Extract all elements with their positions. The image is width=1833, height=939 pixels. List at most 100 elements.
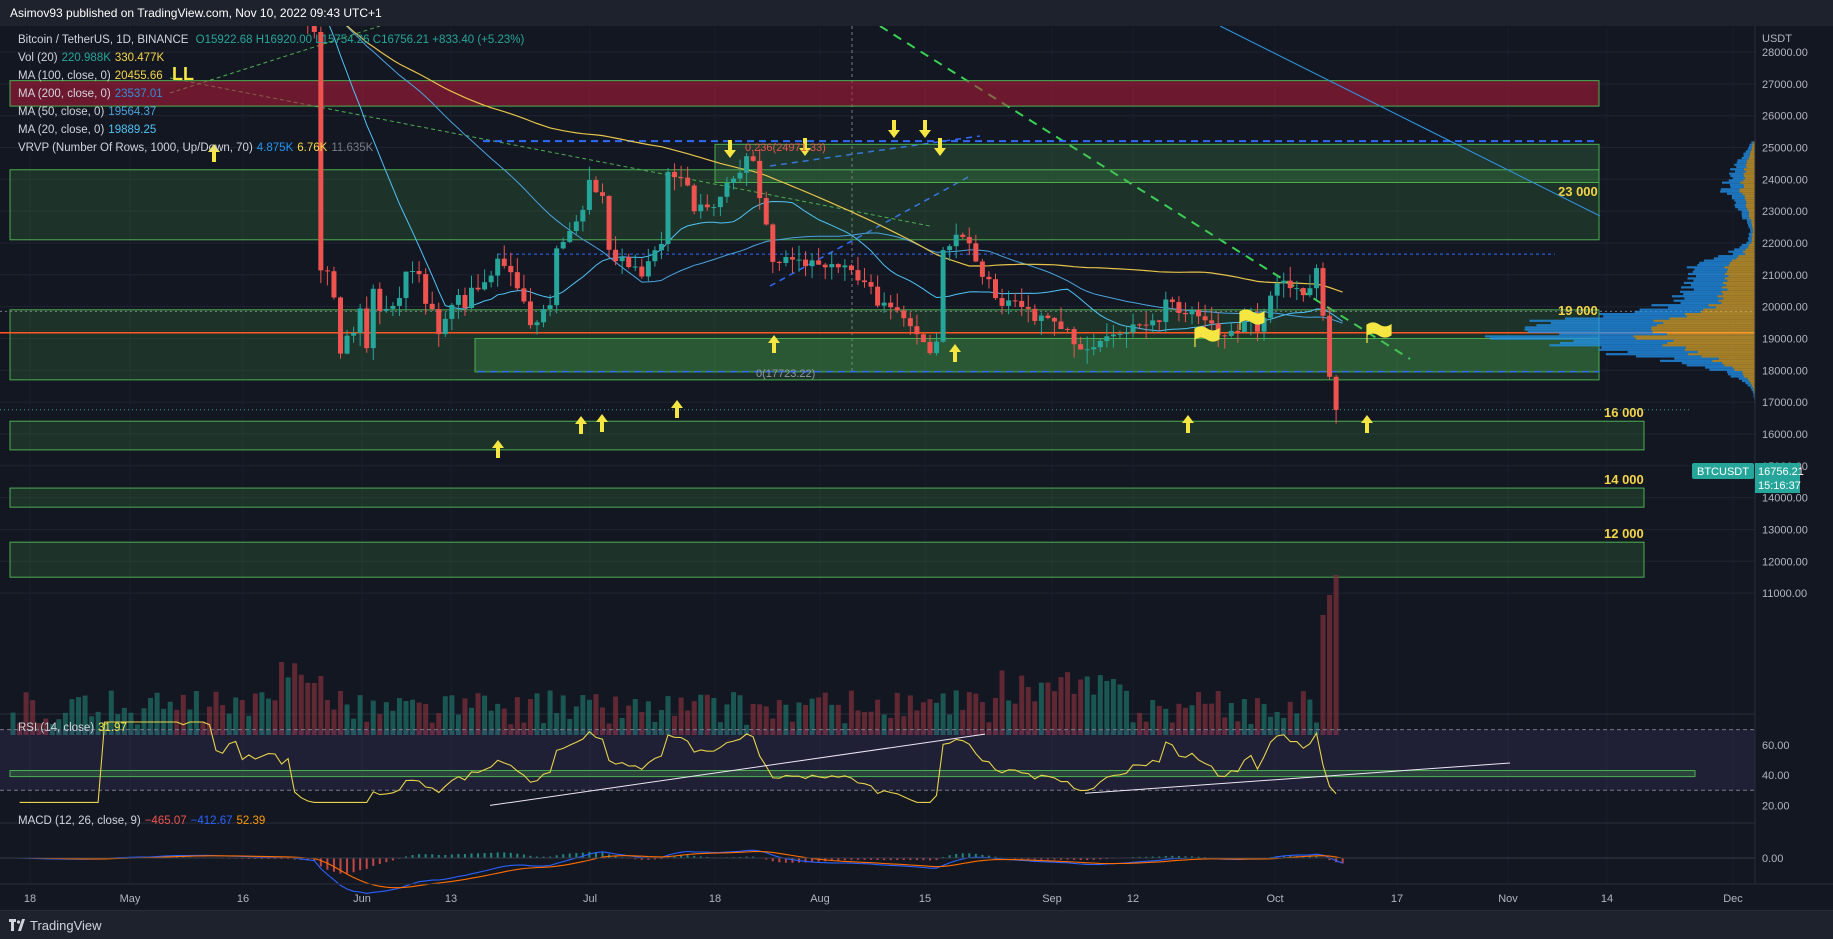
vrvp-up bbox=[1749, 239, 1753, 241]
time-tick: 18 bbox=[24, 893, 36, 905]
volume-bar bbox=[1085, 676, 1090, 735]
candle-body bbox=[652, 250, 657, 261]
vrvp-up bbox=[1559, 333, 1667, 335]
vrvp-up bbox=[1694, 288, 1728, 290]
volume-bar bbox=[1334, 575, 1339, 735]
legend-ma200: MA (200, close, 0)23537.01 bbox=[18, 88, 163, 100]
candle-body bbox=[718, 197, 723, 207]
volume-bar bbox=[1026, 687, 1031, 735]
candle-body bbox=[1019, 301, 1024, 307]
vrvp-up bbox=[1735, 206, 1746, 208]
vrvp-up bbox=[1628, 351, 1698, 353]
vrvp-up bbox=[1742, 244, 1749, 246]
candle-body bbox=[476, 288, 481, 290]
volume-bar bbox=[292, 663, 297, 735]
time-tick: Jul bbox=[583, 893, 597, 905]
volume-bar bbox=[593, 694, 598, 735]
candle-body bbox=[980, 261, 985, 276]
candle-body bbox=[1170, 299, 1175, 302]
candle-body bbox=[967, 237, 972, 243]
time-tick: May bbox=[120, 893, 141, 905]
vrvp-up bbox=[1705, 366, 1732, 368]
vrvp-down bbox=[1729, 264, 1755, 266]
vrvp-down bbox=[1687, 315, 1755, 317]
macd-histogram-bar bbox=[320, 858, 322, 866]
vrvp-down bbox=[1723, 282, 1755, 284]
vrvp-up bbox=[1739, 378, 1748, 380]
volume-bar bbox=[561, 695, 566, 735]
zone-23000 bbox=[10, 170, 1599, 240]
vrvp-up bbox=[1694, 280, 1728, 282]
vrvp-up bbox=[1696, 275, 1728, 277]
volume-bar bbox=[194, 691, 199, 735]
vrvp-down bbox=[1724, 364, 1755, 366]
vrvp-down bbox=[1751, 222, 1755, 224]
volume-bar bbox=[1124, 691, 1129, 735]
vrvp-up bbox=[1748, 148, 1752, 150]
time-tick: 13 bbox=[445, 893, 457, 905]
vrvp-up bbox=[1697, 264, 1729, 266]
vrvp-up bbox=[1742, 157, 1749, 159]
vrvp-down bbox=[1698, 351, 1755, 353]
vrvp-down bbox=[1719, 358, 1755, 360]
price-tick: 11000.00 bbox=[1762, 588, 1807, 600]
vrvp-down bbox=[1724, 266, 1755, 268]
candle-body bbox=[1052, 318, 1057, 321]
vrvp-down bbox=[1685, 313, 1755, 315]
macd-tick: 0.00 bbox=[1762, 853, 1783, 865]
vrvp-up bbox=[1742, 380, 1749, 382]
candle-body bbox=[1314, 268, 1319, 288]
candle-body bbox=[417, 271, 422, 274]
vrvp-down bbox=[1651, 329, 1755, 331]
candle-body bbox=[1301, 288, 1306, 295]
vrvp-up bbox=[1742, 213, 1749, 215]
vrvp-up bbox=[1732, 195, 1745, 197]
zone-14000 bbox=[10, 488, 1644, 507]
candle-body bbox=[1072, 329, 1077, 344]
volume-bar bbox=[1078, 680, 1083, 735]
volume-bar bbox=[253, 693, 258, 735]
vrvp-down bbox=[1751, 242, 1755, 244]
candle-body bbox=[1117, 334, 1122, 335]
candle-body bbox=[508, 266, 513, 272]
candle-body bbox=[1294, 288, 1299, 289]
vrvp-up bbox=[1734, 199, 1745, 201]
candle-body bbox=[351, 333, 356, 336]
vrvp-down bbox=[1750, 153, 1755, 155]
candle-body bbox=[521, 288, 526, 301]
price-tick: 25000.00 bbox=[1762, 142, 1808, 154]
volume-bar bbox=[286, 677, 291, 735]
vrvp-down bbox=[1736, 257, 1755, 259]
legend-ohlc: O15922.68 H16920.00 L15754.26 C16756.21 … bbox=[196, 34, 525, 46]
vrvp-up bbox=[1742, 217, 1749, 219]
vrvp-up bbox=[1682, 362, 1722, 364]
vrvp-up bbox=[1722, 182, 1740, 184]
candle-body bbox=[1006, 300, 1011, 305]
vrvp-up bbox=[1733, 253, 1745, 255]
vrvp-down bbox=[1743, 179, 1755, 181]
volume-bar bbox=[338, 691, 343, 735]
price-tick: 17000.00 bbox=[1762, 397, 1808, 409]
candle-body bbox=[1124, 332, 1129, 334]
volume-bar bbox=[259, 692, 264, 735]
volume-bar bbox=[214, 692, 219, 735]
macd-panel bbox=[0, 850, 1755, 893]
zone-12000 bbox=[10, 542, 1644, 577]
vrvp-up bbox=[1674, 358, 1718, 360]
last-price-value: 16756.21 bbox=[1758, 466, 1804, 478]
vrvp-down bbox=[1728, 275, 1755, 277]
vrvp-up bbox=[1748, 224, 1752, 226]
candle-body bbox=[574, 221, 579, 231]
vrvp-down bbox=[1727, 288, 1755, 290]
vrvp-up bbox=[1560, 342, 1667, 344]
fib-label-0236: 0.236(24971.33) bbox=[745, 142, 826, 154]
vrvp-up bbox=[1727, 193, 1742, 195]
volume-bar bbox=[954, 690, 959, 735]
candle-body bbox=[541, 309, 546, 322]
candle-body bbox=[1242, 322, 1247, 332]
candle-body bbox=[744, 156, 749, 173]
candle-body bbox=[1268, 296, 1273, 318]
candle-body bbox=[679, 177, 684, 178]
vrvp-down bbox=[1749, 215, 1755, 217]
